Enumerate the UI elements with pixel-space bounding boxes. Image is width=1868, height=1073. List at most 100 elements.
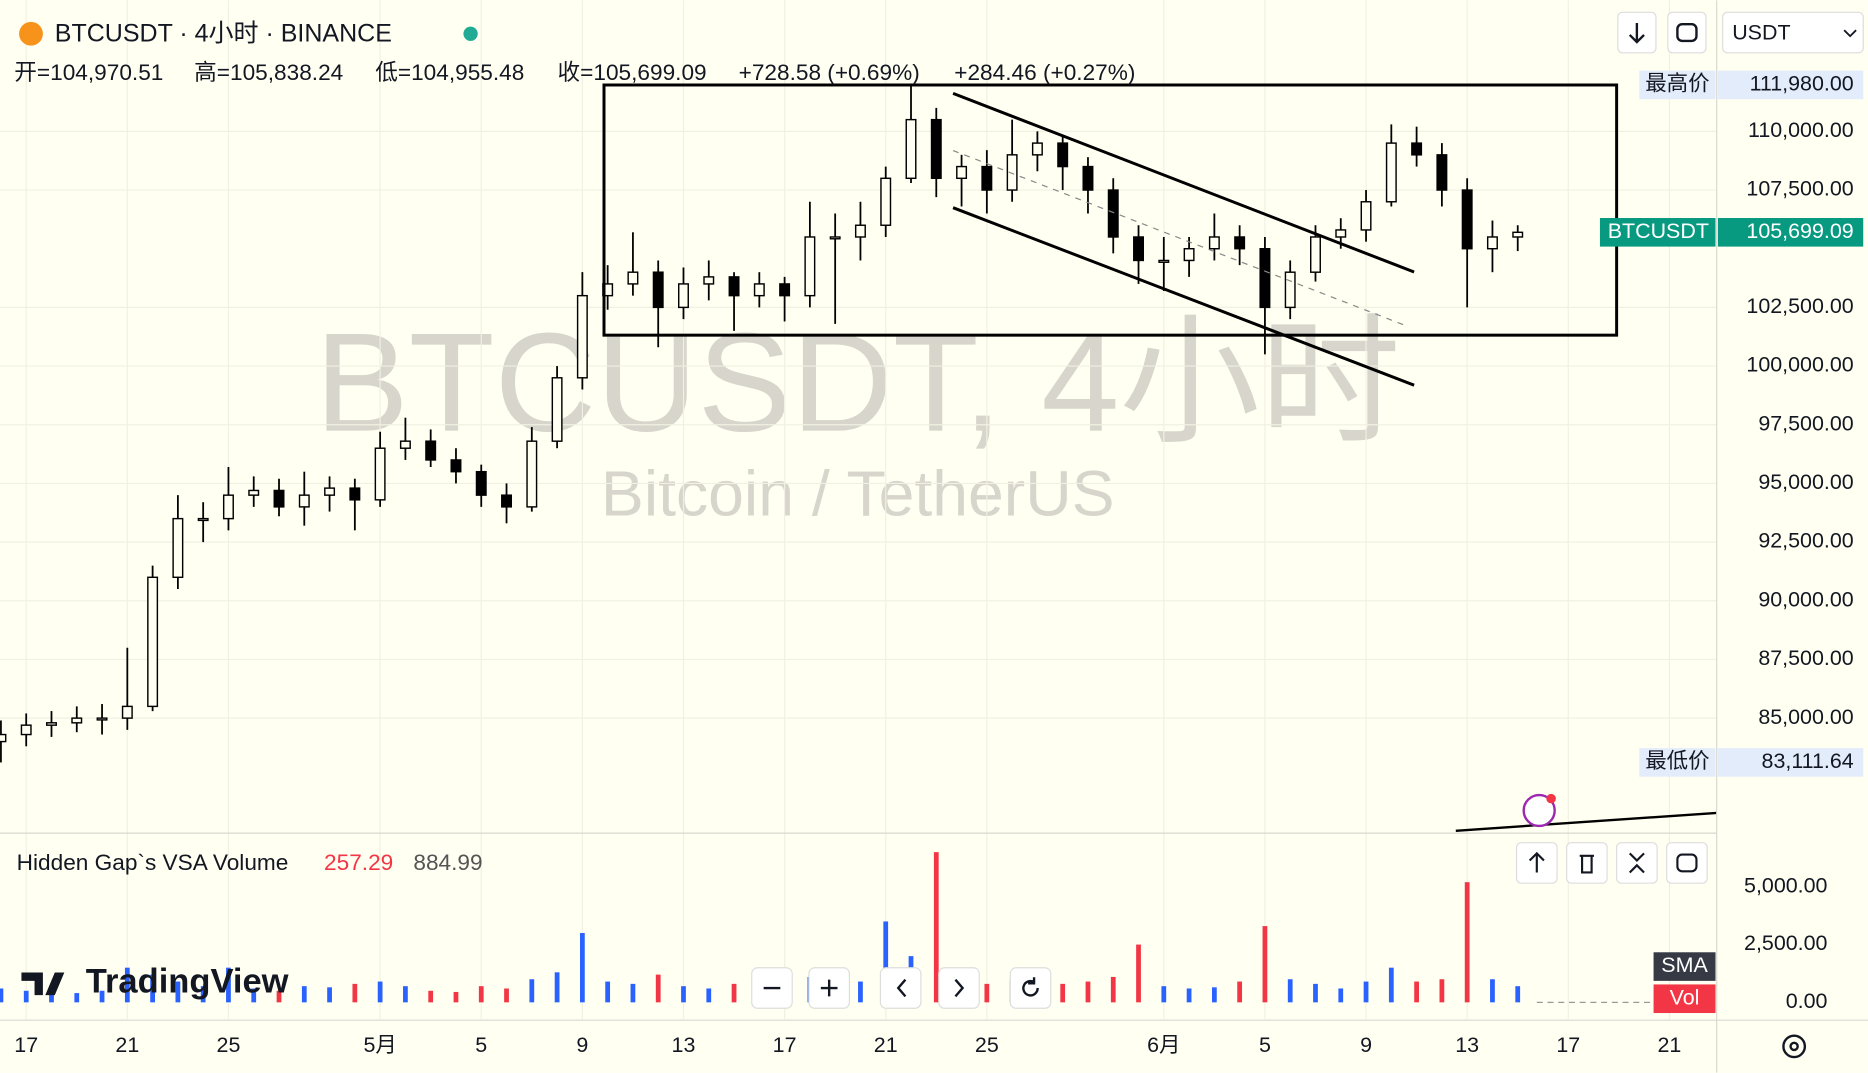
volume-bar <box>276 990 282 1003</box>
candle-body <box>652 271 664 309</box>
pane-buttons <box>1515 793 1708 884</box>
volume-bar <box>579 933 585 1003</box>
indicator-value: 257.29 <box>324 850 393 875</box>
candle-body <box>273 489 285 508</box>
candle-body <box>1208 236 1220 250</box>
volume-bar <box>23 990 29 1003</box>
x-tick-label: 5 <box>1259 1033 1271 1057</box>
candle-body <box>147 576 159 708</box>
price-label-value-box <box>1717 70 1864 100</box>
volume-bar <box>681 986 686 1003</box>
candle-body <box>753 283 765 297</box>
volume-bar <box>605 981 611 1003</box>
volume-bar <box>1490 979 1495 1003</box>
candles <box>0 84 1524 763</box>
candle-body <box>1031 142 1043 156</box>
y-tick-label: 87,500.00 <box>1758 646 1853 670</box>
candle-body <box>880 177 892 226</box>
candle-body <box>172 517 184 579</box>
alert-icon[interactable] <box>1522 793 1556 828</box>
price-label: BTCUSDT 105,699.09 <box>1599 218 1864 247</box>
y-tick-label: 107,500.00 <box>1746 177 1853 201</box>
scroll-right[interactable] <box>938 967 980 1009</box>
candle-body <box>197 517 209 522</box>
volume-tick-label: 0.00 <box>1786 989 1828 1013</box>
price-label-box <box>1639 70 1716 100</box>
y-tick-label: 97,500.00 <box>1758 411 1853 435</box>
candle-body <box>374 447 386 501</box>
icon <box>1676 853 1698 873</box>
x-tick-label: 25 <box>217 1033 241 1057</box>
x-tick-label: 25 <box>975 1033 999 1057</box>
volume-bar <box>377 981 383 1003</box>
icons <box>763 977 1039 998</box>
icon <box>1676 23 1698 43</box>
icon <box>1843 29 1857 38</box>
candle-body <box>1461 189 1473 250</box>
candle-body <box>905 118 917 180</box>
x-tick-label: 21 <box>874 1033 898 1057</box>
volume-bar <box>251 988 257 1003</box>
grid <box>0 0 1717 1019</box>
candle-body <box>248 489 260 496</box>
status-dot <box>463 26 478 41</box>
volume-bar <box>200 986 206 1003</box>
candle-body <box>1411 142 1423 156</box>
scroll-left[interactable] <box>879 967 922 1009</box>
candle-body <box>576 294 588 379</box>
volume-bar <box>1262 926 1268 1003</box>
reset-button[interactable] <box>1667 11 1707 54</box>
drawings <box>602 83 1717 832</box>
candle-body <box>399 440 411 449</box>
currency-select[interactable] <box>1722 11 1864 54</box>
maximize-button[interactable] <box>1666 842 1708 884</box>
volume-bar <box>478 986 484 1003</box>
candle-body <box>779 283 791 297</box>
logo: TradingView <box>21 962 289 1000</box>
candle-body <box>551 377 563 442</box>
x-tick-label: 6月 <box>1147 1033 1180 1057</box>
settings-icon-inner <box>1789 1041 1799 1052</box>
volume-bar <box>453 991 459 1003</box>
volume-bar <box>327 987 332 1003</box>
y-tick-label: 102,500.00 <box>1746 294 1853 318</box>
candle-body <box>804 236 816 297</box>
watermark: BTCUSDT, 4小时 Bitcoin / TetherUS <box>315 304 1401 530</box>
volume-bar <box>1085 981 1091 1003</box>
indicator-value: 884.99 <box>413 850 482 875</box>
candle-body <box>1183 248 1195 262</box>
candle-body <box>703 276 715 285</box>
change: +728.58 (+0.69%) <box>739 60 920 85</box>
candle-body <box>1057 142 1069 168</box>
candle-body <box>324 487 336 496</box>
reset-chart[interactable] <box>1009 967 1052 1009</box>
delete-button[interactable] <box>1565 842 1608 884</box>
volume-bar <box>1161 986 1167 1003</box>
price-label-name: BTCUSDT <box>1608 219 1709 243</box>
coin-icon <box>19 21 43 46</box>
candle-body <box>981 165 993 191</box>
candle-body <box>1082 165 1094 191</box>
collapse-button[interactable] <box>1616 842 1658 884</box>
settings-icon[interactable] <box>1782 1034 1807 1059</box>
candle-body <box>501 494 513 508</box>
volume-bar <box>301 986 307 1003</box>
y-tick-label: 110,000.00 <box>1748 118 1854 142</box>
volume-bar <box>1515 986 1521 1003</box>
trend-line <box>1455 811 1717 832</box>
candle-body <box>1310 236 1321 273</box>
candle-body <box>298 494 310 508</box>
change-ext: +284.46 (+0.27%) <box>954 60 1135 85</box>
candle-body <box>1284 271 1296 309</box>
candle-body <box>96 717 108 721</box>
y-tick-label: 92,500.00 <box>1758 529 1853 553</box>
zoom-toolbar <box>751 967 1052 1009</box>
legend-box <box>1653 984 1716 1014</box>
candle-body <box>1360 201 1372 231</box>
legend-entry: SMA <box>1661 953 1708 977</box>
header: BTCUSDT · 4小时 · BINANCE 开=104,970.51 高=1… <box>14 20 1135 86</box>
volume-bar <box>1414 981 1419 1003</box>
volume-bar <box>1110 976 1116 1003</box>
volume-bar <box>352 983 358 1003</box>
candle-body <box>678 283 689 309</box>
